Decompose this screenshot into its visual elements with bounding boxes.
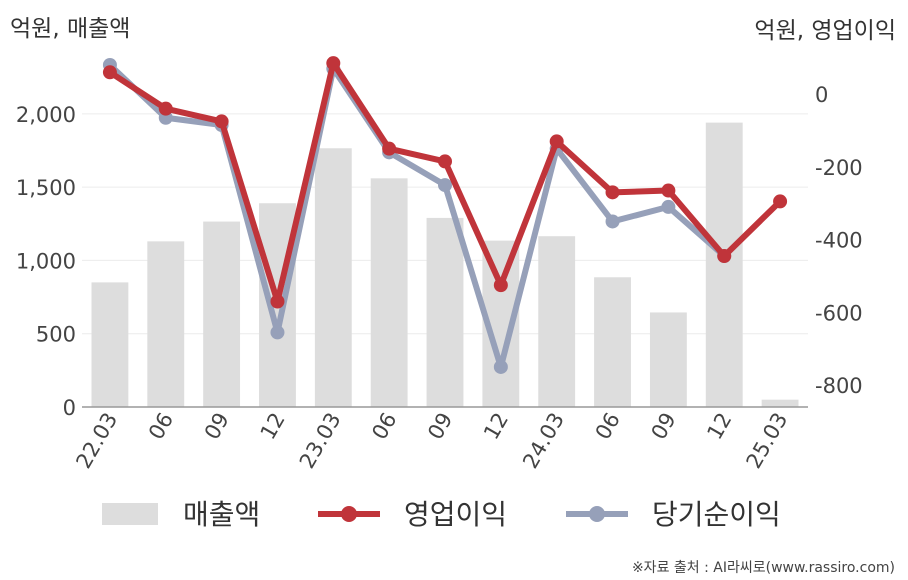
x-tick-label: 09 bbox=[423, 409, 457, 444]
legend-swatch-net-income-marker bbox=[589, 506, 605, 522]
x-tick-label: 09 bbox=[200, 409, 234, 444]
left-tick-label: 500 bbox=[36, 323, 76, 347]
x-tick-label: 23.03 bbox=[295, 409, 346, 473]
x-axis-ticks: 22.03 06 09 12 23.03 06 09 12 24.03 06 09 12 25.03 bbox=[71, 409, 792, 473]
series-point bbox=[326, 56, 341, 71]
x-tick-label: 06 bbox=[591, 409, 625, 444]
x-tick-label: 12 bbox=[479, 409, 513, 444]
bar bbox=[314, 148, 352, 407]
series-point bbox=[549, 134, 564, 149]
right-tick-label: -800 bbox=[815, 374, 863, 398]
series-point bbox=[158, 101, 173, 116]
left-tick-label: 1,500 bbox=[16, 176, 76, 200]
right-axis-title: 억원, 영업이익 bbox=[754, 18, 896, 44]
left-axis-title: 억원, 매출액 bbox=[10, 16, 130, 42]
right-tick-label: -400 bbox=[815, 229, 863, 253]
x-tick-label: 09 bbox=[647, 409, 681, 444]
series-point bbox=[661, 199, 676, 214]
source-note: ※자료 출처 : AI라씨로(www.rassiro.com) bbox=[632, 560, 895, 576]
bar bbox=[203, 221, 241, 407]
right-tick-label: -200 bbox=[815, 156, 863, 180]
left-axis-ticks: 0 500 1,000 1,500 2,000 bbox=[16, 103, 76, 420]
legend-swatch-revenue bbox=[102, 503, 158, 525]
x-tick-label: 22.03 bbox=[71, 409, 122, 473]
bar bbox=[538, 236, 576, 407]
series-point bbox=[661, 183, 676, 198]
series-point bbox=[214, 114, 229, 129]
series-point bbox=[773, 194, 788, 209]
bar bbox=[91, 282, 129, 407]
series-point bbox=[605, 214, 620, 229]
x-tick-label: 24.03 bbox=[518, 409, 569, 473]
legend-label-operating-profit: 영업이익 bbox=[404, 498, 507, 531]
series-point bbox=[438, 178, 452, 193]
series-point bbox=[270, 294, 285, 309]
left-tick-label: 2,000 bbox=[16, 103, 76, 127]
series-point bbox=[102, 65, 117, 80]
x-tick-label: 12 bbox=[702, 409, 736, 444]
right-tick-label: 0 bbox=[815, 83, 828, 107]
series-point bbox=[717, 249, 732, 264]
series-point bbox=[270, 325, 285, 340]
x-tick-label: 06 bbox=[144, 409, 178, 444]
series-point bbox=[493, 278, 508, 293]
line-series bbox=[102, 56, 788, 374]
bar bbox=[705, 122, 743, 407]
bar bbox=[370, 178, 408, 407]
left-tick-label: 0 bbox=[63, 396, 76, 420]
series-point bbox=[493, 359, 508, 374]
right-tick-label: -600 bbox=[815, 301, 863, 325]
left-tick-label: 1,000 bbox=[16, 249, 76, 273]
x-tick-label: 06 bbox=[367, 409, 401, 444]
series-point bbox=[382, 141, 397, 156]
right-axis-ticks: 0 -200 -400 -600 -800 bbox=[815, 83, 863, 398]
legend-label-net-income: 당기순이익 bbox=[652, 498, 781, 531]
series-line bbox=[106, 62, 728, 370]
bar bbox=[649, 312, 687, 407]
bar bbox=[761, 399, 799, 407]
legend-label-revenue: 매출액 bbox=[183, 498, 260, 531]
bar bbox=[426, 217, 464, 407]
legend-swatch-operating-profit-marker bbox=[341, 506, 357, 522]
bar bbox=[594, 277, 631, 407]
x-tick-label: 25.03 bbox=[742, 409, 793, 473]
bar-series bbox=[91, 122, 799, 407]
series-point bbox=[605, 185, 620, 200]
legend: 매출액 영업이익 당기순이익 bbox=[102, 498, 781, 531]
series-point bbox=[438, 154, 452, 169]
x-tick-label: 12 bbox=[256, 409, 290, 444]
bar bbox=[147, 241, 185, 407]
